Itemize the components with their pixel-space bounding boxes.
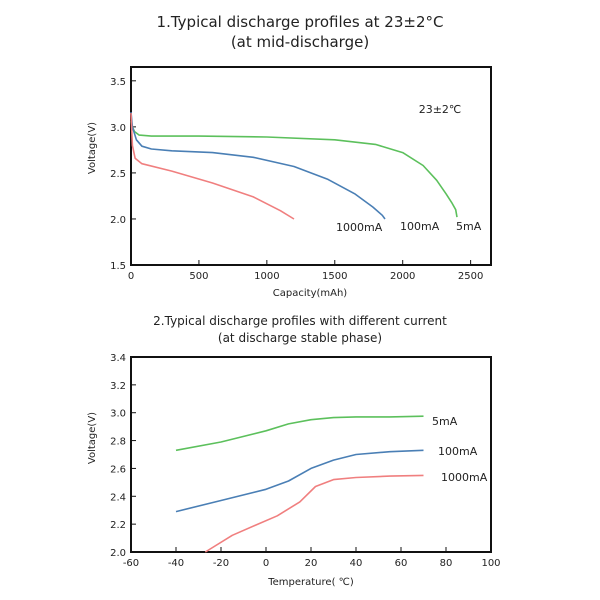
chart1-x-tick-label: 0 xyxy=(128,271,134,282)
chart2-x-tick-label: 80 xyxy=(440,558,453,569)
chart2-x-tick-label: 0 xyxy=(263,558,269,569)
chart2-series-label-100ma: 100mA xyxy=(438,445,478,458)
chart2-x-tick-label: -20 xyxy=(213,558,229,569)
chart2-y-tick-label: 2.8 xyxy=(110,437,126,448)
chart1-temperature-annotation: 23±2℃ xyxy=(419,103,462,116)
chart2-plot-frame xyxy=(130,356,492,553)
chart2-x-tick-label: 100 xyxy=(481,558,500,569)
chart1-y-tick-label: 1.5 xyxy=(110,261,126,272)
chart1-series-line-100ma xyxy=(130,112,386,220)
chart1-series-label-100ma: 100mA xyxy=(400,220,440,233)
chart2-series-label-1000ma: 1000mA xyxy=(441,471,488,484)
chart1-plot-frame xyxy=(130,66,492,266)
chart1-x-tick-label: 1000 xyxy=(254,271,279,282)
chart2-series-label-5ma: 5mA xyxy=(432,415,458,428)
chart2-y-tick-label: 3.2 xyxy=(110,381,126,392)
chart1-x-tick-label: 2000 xyxy=(390,271,415,282)
chart2-x-tick-label: 60 xyxy=(395,558,408,569)
chart1-x-tick-label: 2500 xyxy=(458,271,483,282)
chart1-series-line-5ma xyxy=(130,121,458,218)
chart2-x-axis-label: Temperature( ℃) xyxy=(267,577,354,588)
chart2-y-tick-label: 2.0 xyxy=(110,548,126,559)
chart1-title: 1.Typical discharge profiles at 23±2°C xyxy=(156,13,444,31)
chart1-y-tick-label: 3.5 xyxy=(110,77,126,88)
chart1-y-tick-label: 2.0 xyxy=(110,215,126,226)
chart2-y-tick-label: 2.6 xyxy=(110,464,126,475)
chart1-y-axis-label: Voltage(V) xyxy=(87,122,98,174)
chart1-series-label-5ma: 5mA xyxy=(456,220,482,233)
chart2-series-line-100ma xyxy=(175,449,424,513)
chart1-x-tick-label: 500 xyxy=(189,271,208,282)
chart2-y-tick-label: 2.4 xyxy=(110,492,126,503)
chart2-y-tick-label: 2.2 xyxy=(110,520,126,531)
chart2-y-tick-label: 3.0 xyxy=(110,409,126,420)
chart1-series-label-1000ma: 1000mA xyxy=(336,221,383,234)
chart1-y-tick-label: 2.5 xyxy=(110,169,126,180)
chart1-y-tick-label: 3.0 xyxy=(110,123,126,134)
chart1-x-axis-label: Capacity(mAh) xyxy=(273,288,348,299)
chart2-y-axis-label: Voltage(V) xyxy=(87,412,98,464)
chart1-x-tick-label: 1500 xyxy=(322,271,347,282)
chart2-subtitle: (at discharge stable phase) xyxy=(217,331,383,345)
chart2-series-line-5ma xyxy=(175,415,424,452)
chart2-x-tick-label: -60 xyxy=(123,558,139,569)
chart2-y-tick-label: 3.4 xyxy=(110,353,126,364)
chart1-series-line-1000ma xyxy=(130,112,295,220)
chart2-series-line-1000ma xyxy=(204,474,424,553)
chart2-x-tick-label: 20 xyxy=(305,558,318,569)
chart2-x-tick-label: 40 xyxy=(350,558,363,569)
chart2-x-tick-label: -40 xyxy=(168,558,184,569)
chart1-subtitle: (at mid-discharge) xyxy=(230,33,370,51)
chart2-title: 2.Typical discharge profiles with differ… xyxy=(153,314,447,328)
